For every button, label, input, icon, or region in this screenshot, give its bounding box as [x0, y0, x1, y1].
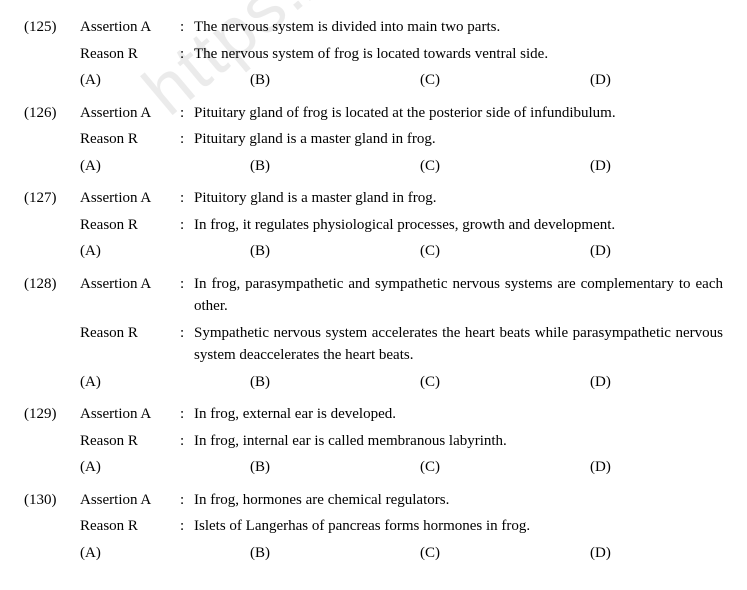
reason-text: The nervous system of frog is located to… [194, 43, 723, 66]
colon: : [180, 489, 194, 512]
question-number: (127) [24, 187, 80, 210]
reason-label: Reason R [80, 43, 180, 66]
option-b[interactable]: (B) [250, 542, 420, 565]
option-a[interactable]: (A) [80, 69, 250, 92]
question-number: (130) [24, 489, 80, 512]
reason-text: In frog, it regulates physiological proc… [194, 214, 723, 237]
assertion-label: Assertion A [80, 16, 180, 39]
colon: : [180, 214, 194, 237]
option-c[interactable]: (C) [420, 240, 590, 263]
question-number: (125) [24, 16, 80, 39]
colon: : [180, 102, 194, 125]
option-c[interactable]: (C) [420, 542, 590, 565]
question-item: (125) Assertion A : The nervous system i… [24, 16, 723, 92]
assertion-text: In frog, external ear is developed. [194, 403, 723, 426]
reason-label: Reason R [80, 322, 180, 367]
reason-label: Reason R [80, 515, 180, 538]
assertion-text: Pituitary gland of frog is located at th… [194, 102, 723, 125]
reason-label: Reason R [80, 128, 180, 151]
colon: : [180, 187, 194, 210]
question-number: (126) [24, 102, 80, 125]
assertion-label: Assertion A [80, 273, 180, 318]
reason-label: Reason R [80, 214, 180, 237]
option-c[interactable]: (C) [420, 155, 590, 178]
assertion-label: Assertion A [80, 489, 180, 512]
option-d[interactable]: (D) [590, 371, 611, 394]
options-row: (A) (B) (C) (D) [80, 240, 723, 263]
question-item: (128) Assertion A : In frog, parasympath… [24, 273, 723, 394]
option-b[interactable]: (B) [250, 240, 420, 263]
reason-text: Sympathetic nervous system accelerates t… [194, 322, 723, 367]
option-d[interactable]: (D) [590, 240, 611, 263]
question-list: (125) Assertion A : The nervous system i… [24, 16, 723, 564]
option-d[interactable]: (D) [590, 155, 611, 178]
option-b[interactable]: (B) [250, 371, 420, 394]
question-item: (130) Assertion A : In frog, hormones ar… [24, 489, 723, 565]
colon: : [180, 43, 194, 66]
question-number: (129) [24, 403, 80, 426]
option-b[interactable]: (B) [250, 456, 420, 479]
option-a[interactable]: (A) [80, 456, 250, 479]
colon: : [180, 16, 194, 39]
option-c[interactable]: (C) [420, 456, 590, 479]
question-item: (126) Assertion A : Pituitary gland of f… [24, 102, 723, 178]
option-b[interactable]: (B) [250, 155, 420, 178]
colon: : [180, 322, 194, 367]
question-number: (128) [24, 273, 80, 318]
reason-text: Pituitary gland is a master gland in fro… [194, 128, 723, 151]
option-a[interactable]: (A) [80, 371, 250, 394]
assertion-text: The nervous system is divided into main … [194, 16, 723, 39]
assertion-text: In frog, parasympathetic and sympathetic… [194, 273, 723, 318]
colon: : [180, 430, 194, 453]
reason-label: Reason R [80, 430, 180, 453]
options-row: (A) (B) (C) (D) [80, 69, 723, 92]
option-d[interactable]: (D) [590, 456, 611, 479]
colon: : [180, 515, 194, 538]
option-b[interactable]: (B) [250, 69, 420, 92]
reason-text: In frog, internal ear is called membrano… [194, 430, 723, 453]
question-item: (127) Assertion A : Pituitory gland is a… [24, 187, 723, 263]
option-d[interactable]: (D) [590, 69, 611, 92]
reason-text: Islets of Langerhas of pancreas forms ho… [194, 515, 723, 538]
assertion-label: Assertion A [80, 403, 180, 426]
options-row: (A) (B) (C) (D) [80, 155, 723, 178]
option-a[interactable]: (A) [80, 542, 250, 565]
option-a[interactable]: (A) [80, 155, 250, 178]
option-c[interactable]: (C) [420, 371, 590, 394]
assertion-text: In frog, hormones are chemical regulator… [194, 489, 723, 512]
assertion-text: Pituitory gland is a master gland in fro… [194, 187, 723, 210]
colon: : [180, 403, 194, 426]
options-row: (A) (B) (C) (D) [80, 542, 723, 565]
options-row: (A) (B) (C) (D) [80, 456, 723, 479]
assertion-label: Assertion A [80, 102, 180, 125]
colon: : [180, 273, 194, 318]
options-row: (A) (B) (C) (D) [80, 371, 723, 394]
option-a[interactable]: (A) [80, 240, 250, 263]
question-item: (129) Assertion A : In frog, external ea… [24, 403, 723, 479]
option-c[interactable]: (C) [420, 69, 590, 92]
option-d[interactable]: (D) [590, 542, 611, 565]
assertion-label: Assertion A [80, 187, 180, 210]
colon: : [180, 128, 194, 151]
